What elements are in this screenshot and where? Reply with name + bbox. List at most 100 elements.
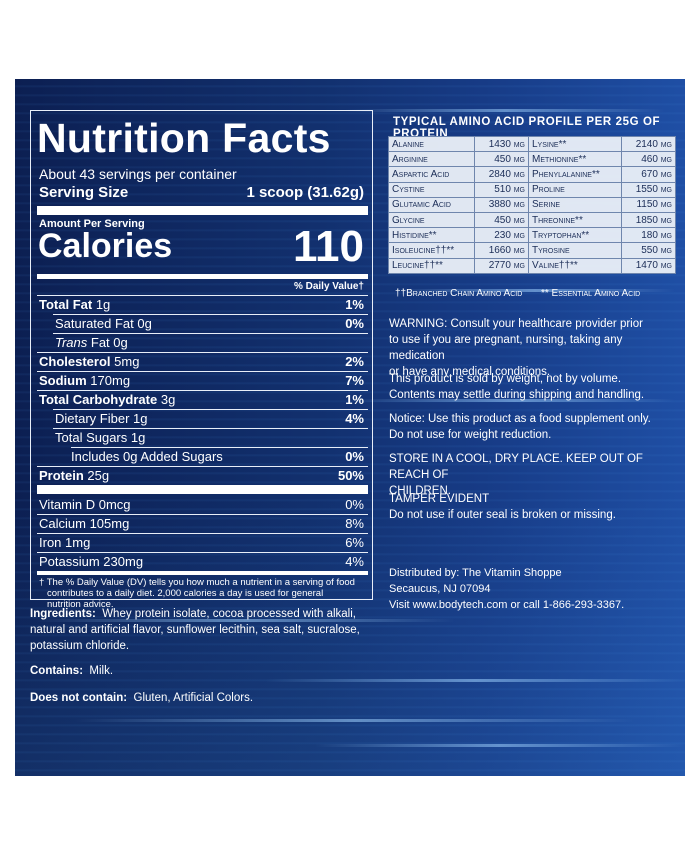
ingredients-line-1: Ingredients: Whey protein isolate, cocoa… — [30, 606, 375, 622]
amino-row: Histidine** 230 mg Tryptophan** 180 mg — [387, 227, 676, 244]
trans-label-rest: Fat 0g — [87, 335, 128, 350]
amino-acid-amount: 1660 mg — [474, 242, 529, 259]
divider — [37, 552, 368, 553]
cholesterol-row: Cholesterol 5mg — [39, 354, 139, 369]
divider — [37, 295, 368, 296]
medium-divider — [37, 571, 368, 575]
warning-line: WARNING: Consult your healthcare provide… — [389, 318, 643, 330]
essential-footnote: ** Essential Amino Acid — [541, 288, 641, 299]
thick-divider — [37, 206, 368, 215]
amino-acid-name: Proline — [527, 181, 623, 198]
iron-dv: 6% — [345, 535, 364, 550]
does-not-contain-label: Does not contain: — [30, 692, 128, 704]
added-sugars-dv: 0% — [345, 449, 364, 464]
divider — [37, 390, 368, 391]
nutrient-amount: 1g — [95, 297, 111, 312]
footnote-line-2: contributes to a daily diet. 2,000 calor… — [47, 588, 324, 599]
amino-acid-amount: 510 mg — [474, 181, 529, 198]
amino-acid-name: Arginine — [387, 151, 476, 168]
distributor-line: Secaucus, NJ 07094 — [389, 583, 491, 595]
sodium-dv: 7% — [345, 373, 364, 388]
amino-acid-amount: 450 mg — [474, 151, 529, 168]
weight-line: This product is sold by weight, not by v… — [389, 373, 622, 385]
tamper-line: TAMPER EVIDENT — [389, 493, 490, 505]
dietary-fiber-row: Dietary Fiber 1g — [55, 411, 148, 426]
total-fat-row: Total Fat 1g — [39, 297, 110, 312]
amino-acid-name: Isoleucine††** — [387, 242, 476, 259]
trans-fat-row: Trans Fat 0g — [55, 335, 128, 350]
contains-line: Contains: Milk. — [30, 663, 375, 679]
tamper-line: Do not use if outer seal is broken or mi… — [389, 509, 616, 521]
amino-acid-amount: 180 mg — [621, 227, 676, 244]
amino-acid-amount: 1470 mg — [621, 257, 676, 274]
divider — [37, 352, 368, 353]
contains-label: Contains: — [30, 665, 84, 677]
amino-acid-table: Alanine 1430 mg Lysine** 2140 mg Arginine 450… — [387, 135, 676, 274]
divider — [53, 409, 368, 410]
amino-acid-name: Histidine** — [387, 227, 476, 244]
amino-acid-amount: 2140 mg — [621, 135, 676, 153]
amino-acid-name: Tyrosine — [527, 242, 623, 259]
calories-value: 110 — [293, 222, 364, 271]
nutrition-facts-panel: Nutrition Facts About 43 servings per co… — [30, 110, 373, 610]
servings-per-container: About 43 servings per container — [39, 166, 237, 182]
protein-dv: 50% — [337, 468, 364, 483]
notice-line: Notice: Use this product as a food suppl… — [389, 413, 651, 425]
trans-label: Trans — [55, 335, 88, 350]
weight-notice: This product is sold by weight, not by v… — [389, 371, 679, 403]
ingredients-label: Ingredients: — [30, 608, 96, 620]
divider — [37, 533, 368, 534]
cholesterol-dv: 2% — [345, 354, 364, 369]
nutrition-facts-title: Nutrition Facts — [37, 115, 331, 161]
total-fat-dv: 1% — [345, 297, 364, 312]
medium-divider — [37, 274, 368, 279]
amino-row: Arginine 450 mg Methionine** 460 mg — [387, 151, 676, 168]
storage-line: STORE IN A COOL, DRY PLACE. KEEP OUT OF … — [389, 453, 643, 481]
calcium-dv: 8% — [345, 516, 364, 531]
amino-acid-amount: 550 mg — [621, 242, 676, 259]
vitamin-d-dv: 0% — [345, 497, 364, 512]
nutrient-amount: 3g — [160, 392, 176, 407]
nutrient-amount: 25g — [87, 468, 110, 483]
added-sugars-row: Includes 0g Added Sugars — [71, 449, 223, 464]
ingredients-block: Ingredients: Whey protein isolate, cocoa… — [30, 606, 375, 654]
nutrient-label: Total Fat — [39, 297, 93, 312]
footnote-line-3: nutrition advice. — [47, 599, 114, 610]
amino-acid-name: Leucine††** — [387, 257, 476, 274]
nutrient-amount: 5mg — [114, 354, 140, 369]
does-not-contain-line: Does not contain: Gluten, Artificial Col… — [30, 690, 375, 706]
divider — [71, 447, 368, 448]
vitamin-d-row: Vitamin D 0mcg — [39, 497, 131, 512]
iron-row: Iron 1mg — [39, 535, 91, 550]
amino-acid-amount: 2770 mg — [474, 257, 529, 274]
amount-per-serving: Amount Per Serving — [39, 218, 145, 230]
amino-acid-name: Aspartic Acid — [387, 166, 476, 183]
warning-block: WARNING: Consult your healthcare provide… — [389, 316, 679, 380]
divider — [37, 514, 368, 515]
warning-line: or have any medical conditions. — [389, 366, 551, 378]
saturated-fat-dv: 0% — [345, 316, 364, 331]
potassium-dv: 4% — [345, 554, 364, 569]
storage-notice: STORE IN A COOL, DRY PLACE. KEEP OUT OF … — [389, 451, 679, 499]
serving-size-label: Serving Size — [39, 184, 129, 201]
amino-acid-amount: 1550 mg — [621, 181, 676, 198]
notice-line: Do not use for weight reduction. — [389, 429, 552, 441]
warning-line: to use if you are pregnant, nursing, tak… — [389, 334, 623, 362]
amino-acid-name: Serine — [527, 196, 623, 213]
does-not-contain-value: Gluten, Artificial Colors. — [133, 692, 254, 704]
divider — [37, 371, 368, 372]
amino-row: Cystine 510 mg Proline 1550 mg — [387, 181, 676, 198]
ingredients-line-2: natural and artificial flavor, sunflower… — [30, 624, 360, 636]
calcium-row: Calcium 105mg — [39, 516, 130, 531]
thick-divider — [37, 485, 368, 494]
amino-acid-amount: 230 mg — [474, 227, 529, 244]
amino-acid-name: Methionine** — [527, 151, 623, 168]
amino-row: Alanine 1430 mg Lysine** 2140 mg — [387, 135, 676, 153]
amino-acid-amount: 450 mg — [474, 211, 529, 229]
footnote-line-1: † The % Daily Value (DV) tells you how m… — [39, 577, 355, 588]
nutrient-amount: 170mg — [90, 373, 131, 388]
weight-line: Contents may settle during shipping and … — [389, 389, 645, 401]
divider — [53, 428, 368, 429]
amino-acid-name: Tryptophan** — [527, 227, 623, 244]
amino-acid-amount: 1430 mg — [474, 135, 529, 153]
